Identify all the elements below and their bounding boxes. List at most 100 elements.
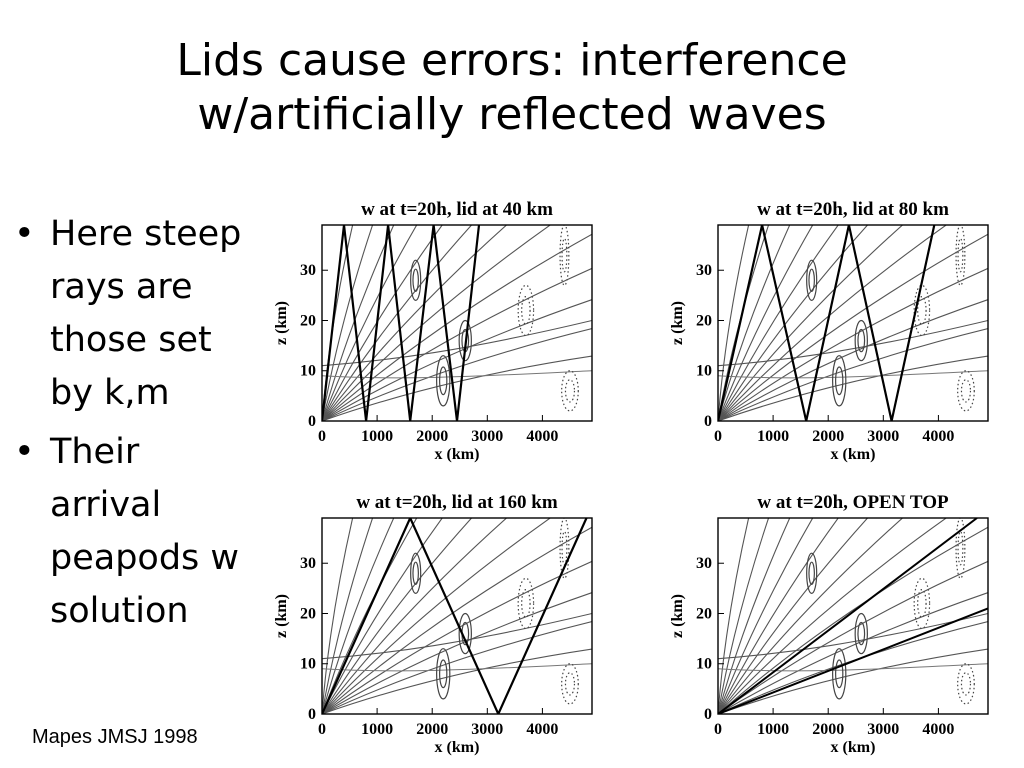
downdraft-cell bbox=[960, 672, 972, 696]
figure-panel-lid-40: w at t=20h, lid at 40 km 0 1000 2000 3000 400… bbox=[266, 195, 596, 475]
y-tick-label: 30 bbox=[696, 555, 712, 572]
wave-contour bbox=[718, 518, 869, 714]
updraft-cell bbox=[835, 659, 844, 689]
bullet-dot-icon: • bbox=[14, 432, 35, 472]
contour-field bbox=[322, 518, 592, 714]
downdraft-cell bbox=[564, 672, 576, 696]
y-tick-label: 10 bbox=[696, 656, 712, 673]
updraft-cell bbox=[806, 259, 818, 301]
bullet-item: • Here steep rays are those set by k,m bbox=[14, 208, 254, 420]
wave-contour bbox=[718, 233, 988, 421]
x-tick-label: 2000 bbox=[812, 721, 844, 738]
updraft-cell bbox=[412, 268, 419, 292]
x-tick-label: 4000 bbox=[526, 428, 558, 445]
ray-path bbox=[322, 518, 588, 714]
y-tick-label: 30 bbox=[300, 262, 316, 279]
updraft-cell bbox=[439, 366, 448, 396]
wave-contour bbox=[322, 518, 443, 714]
y-axis-label: z (km) bbox=[273, 301, 290, 345]
downdraft-cell bbox=[913, 577, 931, 630]
downdraft-cell bbox=[559, 518, 570, 579]
downdraft-cell bbox=[957, 370, 975, 412]
wave-contour bbox=[718, 663, 988, 672]
wave-contour bbox=[718, 370, 988, 379]
updraft-cell bbox=[458, 612, 472, 655]
downdraft-cell bbox=[957, 663, 975, 705]
wave-contour bbox=[718, 518, 814, 714]
downdraft-cell bbox=[521, 589, 531, 618]
bullet-list: • Here steep rays are those set by k,m •… bbox=[14, 208, 254, 644]
panel-title: w at t=20h, lid at 40 km bbox=[361, 199, 553, 220]
downdraft-cell bbox=[517, 577, 535, 630]
x-axis-label: x (km) bbox=[435, 446, 480, 463]
wave-contour bbox=[322, 225, 374, 421]
updraft-cell bbox=[832, 355, 847, 407]
x-tick-label: 0 bbox=[714, 721, 722, 738]
x-tick-label: 2000 bbox=[416, 428, 448, 445]
wave-contour bbox=[322, 518, 354, 714]
updraft-cell bbox=[857, 328, 866, 353]
figure-panel-open-top: w at t=20h, OPEN TOP 0 1000 2000 3000 4000 0 10… bbox=[662, 488, 992, 768]
contour-field bbox=[718, 225, 988, 421]
wave-contour bbox=[718, 518, 948, 714]
y-tick-label: 0 bbox=[308, 413, 316, 430]
bullet-line: Here steep bbox=[50, 214, 242, 254]
wave-contour bbox=[718, 518, 904, 714]
citation: Mapes JMSJ 1998 bbox=[32, 726, 198, 748]
updraft-cell bbox=[436, 648, 451, 700]
wave-contour bbox=[322, 518, 395, 714]
updraft-cell bbox=[458, 319, 472, 362]
updraft-cell bbox=[410, 259, 422, 301]
downdraft-cell bbox=[955, 225, 966, 286]
updraft-cell bbox=[436, 355, 451, 407]
bullet-line: Their bbox=[50, 432, 140, 472]
downdraft-cell bbox=[917, 296, 927, 325]
wave-contour bbox=[718, 328, 988, 421]
bullet-line: peapods w bbox=[50, 538, 240, 578]
wave-contour bbox=[718, 518, 770, 714]
downdraft-cell bbox=[521, 296, 531, 325]
wave-contour bbox=[718, 299, 988, 421]
panel-title: w at t=20h, OPEN TOP bbox=[757, 492, 949, 513]
updraft-cell bbox=[808, 561, 815, 585]
bullet-dot-icon: • bbox=[14, 214, 35, 254]
contour-plot: w at t=20h, OPEN TOP 0 1000 2000 3000 4000 0 10… bbox=[669, 492, 989, 756]
y-tick-label: 20 bbox=[300, 605, 316, 622]
wave-contour bbox=[718, 225, 814, 421]
x-tick-label: 2000 bbox=[812, 428, 844, 445]
downdraft-cell bbox=[559, 225, 570, 286]
wave-contour bbox=[322, 319, 592, 367]
wave-contour bbox=[718, 225, 869, 421]
plot-frame bbox=[717, 224, 989, 422]
y-tick-label: 0 bbox=[704, 413, 712, 430]
ray-path bbox=[718, 225, 936, 421]
downdraft-cell bbox=[957, 530, 964, 566]
wave-contour bbox=[718, 518, 839, 714]
downdraft-cell bbox=[917, 589, 927, 618]
updraft-cell bbox=[854, 612, 868, 655]
wave-contour bbox=[322, 518, 374, 714]
wave-contour bbox=[322, 648, 592, 714]
bullet-line: arrival bbox=[50, 485, 162, 525]
ray-path bbox=[322, 225, 481, 421]
ray-path bbox=[718, 518, 978, 714]
y-tick-label: 10 bbox=[300, 656, 316, 673]
wave-contour bbox=[322, 518, 552, 714]
wave-contour bbox=[322, 621, 592, 714]
wave-contour bbox=[322, 225, 473, 421]
wave-contour bbox=[718, 518, 750, 714]
x-tick-label: 0 bbox=[318, 428, 326, 445]
x-tick-label: 1000 bbox=[361, 721, 393, 738]
title-line-1: Lids cause errors: interference bbox=[176, 35, 848, 86]
updraft-cell bbox=[439, 659, 448, 689]
y-tick-label: 20 bbox=[696, 312, 712, 329]
x-tick-label: 1000 bbox=[757, 721, 789, 738]
updraft-cell bbox=[832, 648, 847, 700]
y-tick-label: 20 bbox=[300, 312, 316, 329]
bullet-item: • Their arrival peapods w solution bbox=[14, 426, 254, 638]
y-tick-label: 30 bbox=[300, 555, 316, 572]
x-axis-label: x (km) bbox=[831, 739, 876, 756]
downdraft-cell bbox=[913, 284, 931, 337]
wave-contour bbox=[718, 526, 988, 714]
wave-contour bbox=[322, 518, 508, 714]
